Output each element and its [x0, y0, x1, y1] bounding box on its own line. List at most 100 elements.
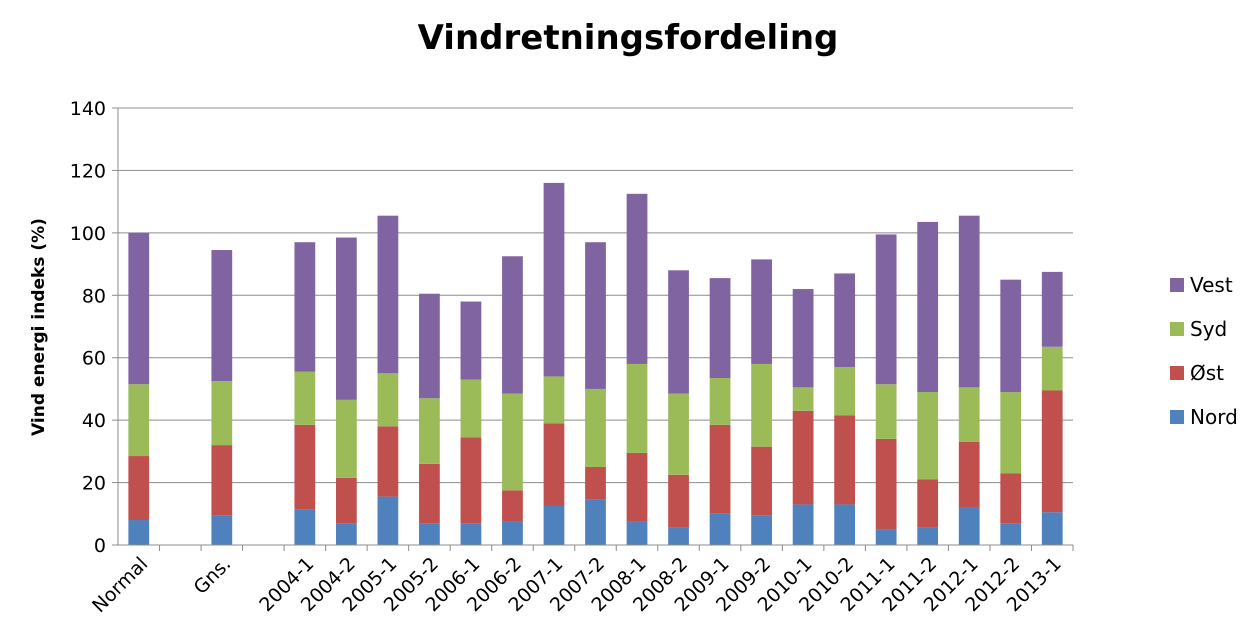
bar-segment-nord [793, 504, 814, 545]
bar-segment-vest [627, 194, 648, 364]
bar-segment-øst [294, 425, 315, 509]
bar-segment-syd [128, 384, 149, 456]
bar-segment-vest [917, 222, 938, 392]
bar-segment-nord [710, 514, 731, 545]
bar-segment-vest [834, 273, 855, 367]
y-tick-label: 20 [82, 473, 106, 495]
bar-segment-vest [751, 259, 772, 364]
bar-segment-nord [627, 522, 648, 545]
bar-segment-syd [834, 367, 855, 415]
bar-segment-vest [876, 234, 897, 384]
bar-segment-øst [461, 437, 482, 523]
x-tick-labels: Normal Gns. 2004-12004-22005-12005-22006-1… [88, 553, 1066, 617]
bar-segment-syd [585, 389, 606, 467]
y-tick-label: 80 [82, 285, 106, 307]
bar-segment-øst [544, 423, 565, 506]
bar-segment-syd [710, 378, 731, 425]
bar-segment-vest [419, 294, 440, 399]
bar-segment-nord [876, 529, 897, 545]
legend-label-øst: Øst [1190, 361, 1224, 385]
legend: Vest Syd Øst Nord [1170, 273, 1238, 429]
bar-segment-øst [1042, 390, 1063, 512]
legend-label-nord: Nord [1190, 405, 1238, 429]
bar-segment-syd [1000, 392, 1021, 473]
bar-stacks [128, 183, 1062, 545]
bar-segment-øst [959, 442, 980, 508]
bar-segment-syd [959, 387, 980, 442]
bar-segment-syd [378, 373, 399, 426]
y-tick-label: 120 [70, 160, 106, 182]
x-tick-label: Gns. [190, 553, 236, 599]
legend-swatch-øst [1170, 366, 1184, 380]
bar-segment-vest [585, 242, 606, 389]
bar-segment-vest [793, 289, 814, 387]
bar-segment-øst [834, 415, 855, 504]
bar-segment-syd [668, 394, 689, 475]
bar-segment-vest [1000, 280, 1021, 392]
bar-segment-øst [378, 426, 399, 496]
bar-segment-syd [876, 384, 897, 439]
bar-segment-øst [710, 425, 731, 514]
bar-segment-syd [211, 381, 232, 445]
bar-segment-nord [1000, 523, 1021, 545]
bar-segment-syd [751, 364, 772, 447]
bar-segment-øst [128, 456, 149, 520]
bar-segment-nord [294, 509, 315, 545]
bar-segment-syd [419, 398, 440, 464]
bar-segment-vest [461, 302, 482, 380]
bar-segment-øst [585, 467, 606, 500]
bar-segment-øst [211, 445, 232, 515]
bar-segment-syd [793, 387, 814, 410]
bar-segment-vest [959, 216, 980, 388]
bar-segment-øst [751, 447, 772, 516]
legend-swatch-syd [1170, 322, 1184, 336]
bar-segment-nord [544, 506, 565, 545]
bar-segment-nord [211, 515, 232, 545]
bar-segment-nord [834, 504, 855, 545]
bar-segment-vest [502, 256, 523, 393]
bar-segment-øst [1000, 473, 1021, 523]
bar-segment-vest [544, 183, 565, 377]
bar-segment-nord [128, 520, 149, 545]
y-tick-labels: 0 20 40 60 80 100 120 140 [70, 98, 106, 557]
bar-segment-syd [294, 372, 315, 425]
bar-segment-øst [793, 411, 814, 505]
bar-segment-nord [751, 515, 772, 545]
bar-segment-vest [128, 233, 149, 384]
y-tick-label: 140 [70, 98, 106, 120]
legend-swatch-vest [1170, 278, 1184, 292]
bar-segment-nord [336, 523, 357, 545]
bar-segment-øst [502, 490, 523, 521]
bar-segment-nord [419, 523, 440, 545]
bar-segment-nord [668, 528, 689, 545]
bar-segment-nord [461, 523, 482, 545]
bar-segment-nord [959, 508, 980, 545]
bar-segment-øst [627, 453, 648, 522]
bar-segment-vest [1042, 272, 1063, 347]
bar-segment-øst [668, 475, 689, 528]
bar-segment-nord [502, 522, 523, 545]
bar-segment-syd [1042, 347, 1063, 391]
bar-segment-øst [419, 464, 440, 523]
bar-segment-nord [585, 500, 606, 545]
bar-segment-øst [917, 479, 938, 527]
x-tick-label: Normal [88, 553, 152, 617]
legend-swatch-nord [1170, 410, 1184, 424]
y-tick-label: 40 [82, 410, 106, 432]
bar-segment-syd [336, 400, 357, 478]
bar-segment-syd [544, 376, 565, 423]
bar-segment-nord [378, 497, 399, 545]
legend-label-vest: Vest [1190, 273, 1233, 297]
y-tick-label: 100 [70, 223, 106, 245]
bar-segment-vest [211, 250, 232, 381]
bar-segment-nord [917, 528, 938, 545]
bar-segment-vest [336, 238, 357, 400]
bar-segment-syd [627, 364, 648, 453]
bar-segment-syd [461, 380, 482, 438]
bar-segment-vest [710, 278, 731, 378]
y-tick-label: 60 [82, 348, 106, 370]
bar-segment-nord [1042, 512, 1063, 545]
bar-segment-syd [502, 394, 523, 491]
bar-segment-øst [336, 478, 357, 523]
